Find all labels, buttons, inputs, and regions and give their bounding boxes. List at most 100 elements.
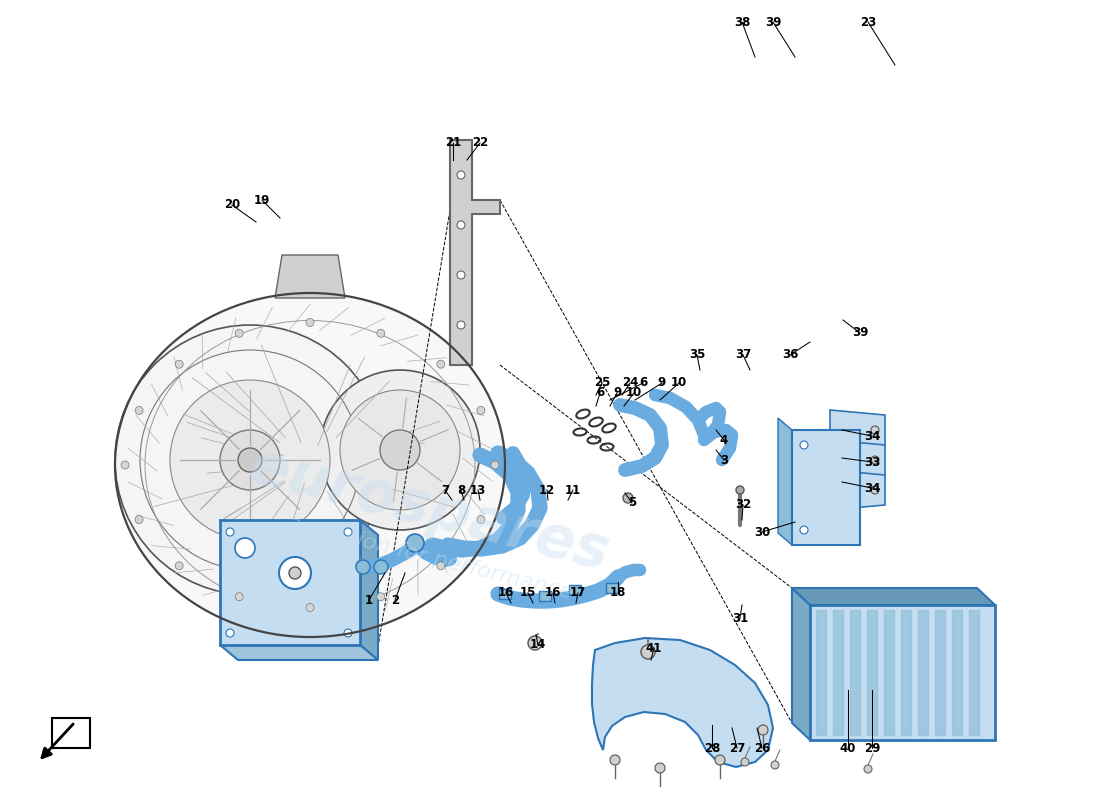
Polygon shape: [450, 140, 500, 365]
Circle shape: [226, 629, 234, 637]
Polygon shape: [360, 520, 378, 660]
Polygon shape: [778, 418, 792, 545]
Text: 10: 10: [626, 386, 642, 399]
Circle shape: [715, 755, 725, 765]
Circle shape: [320, 370, 480, 530]
Circle shape: [771, 761, 779, 769]
Circle shape: [456, 271, 465, 279]
Text: 9: 9: [613, 386, 621, 399]
Text: 16: 16: [498, 586, 514, 599]
Text: 23: 23: [860, 15, 876, 29]
Text: 29: 29: [864, 742, 880, 754]
FancyBboxPatch shape: [606, 583, 618, 593]
Text: 21: 21: [444, 137, 461, 150]
Polygon shape: [792, 588, 996, 605]
Circle shape: [306, 603, 313, 611]
Circle shape: [456, 171, 465, 179]
Circle shape: [491, 461, 499, 469]
Polygon shape: [792, 588, 810, 740]
Circle shape: [477, 406, 485, 414]
Circle shape: [344, 528, 352, 536]
Circle shape: [437, 562, 444, 570]
Text: 31: 31: [732, 611, 748, 625]
Circle shape: [377, 593, 385, 601]
Circle shape: [641, 645, 654, 659]
Ellipse shape: [116, 293, 505, 637]
Text: 18: 18: [609, 586, 626, 599]
FancyBboxPatch shape: [569, 585, 581, 595]
FancyBboxPatch shape: [220, 520, 360, 645]
Circle shape: [238, 448, 262, 472]
Text: 39: 39: [764, 15, 781, 29]
Polygon shape: [830, 410, 886, 450]
Text: 36: 36: [782, 349, 799, 362]
Text: 24: 24: [621, 377, 638, 390]
FancyBboxPatch shape: [539, 591, 551, 601]
Circle shape: [121, 461, 129, 469]
Circle shape: [610, 755, 620, 765]
Text: 35: 35: [689, 349, 705, 362]
Text: eurospares: eurospares: [244, 438, 616, 582]
FancyBboxPatch shape: [792, 430, 860, 545]
Text: 10: 10: [671, 377, 688, 390]
Circle shape: [220, 430, 280, 490]
Circle shape: [344, 629, 352, 637]
Text: a passion for performance: a passion for performance: [285, 513, 575, 603]
Text: 25: 25: [594, 377, 610, 390]
Circle shape: [477, 515, 485, 523]
Circle shape: [871, 456, 879, 464]
Text: 8: 8: [456, 483, 465, 497]
Circle shape: [864, 765, 872, 773]
Text: 17: 17: [570, 586, 586, 599]
Circle shape: [456, 221, 465, 229]
Text: 38: 38: [734, 15, 750, 29]
Text: 13: 13: [470, 483, 486, 497]
Circle shape: [175, 360, 184, 368]
FancyBboxPatch shape: [810, 605, 996, 740]
Text: 27: 27: [729, 742, 745, 754]
Circle shape: [379, 430, 420, 470]
Circle shape: [871, 486, 879, 494]
Text: 28: 28: [704, 742, 720, 754]
Circle shape: [871, 426, 879, 434]
Text: 11: 11: [565, 483, 581, 497]
Text: 3: 3: [719, 454, 728, 466]
Text: 34: 34: [864, 482, 880, 494]
Polygon shape: [52, 718, 90, 748]
Circle shape: [374, 560, 388, 574]
Circle shape: [623, 493, 632, 503]
Circle shape: [654, 763, 666, 773]
Circle shape: [741, 758, 749, 766]
Text: 26: 26: [754, 742, 770, 754]
Text: 34: 34: [864, 430, 880, 442]
Circle shape: [175, 562, 184, 570]
Text: 40: 40: [839, 742, 856, 754]
Polygon shape: [592, 638, 773, 767]
Text: 15: 15: [520, 586, 536, 599]
Text: 19: 19: [254, 194, 271, 206]
Circle shape: [116, 325, 385, 595]
Text: 5: 5: [628, 497, 636, 510]
Text: 6: 6: [596, 386, 604, 399]
Text: 30: 30: [754, 526, 770, 538]
Circle shape: [406, 534, 424, 552]
Polygon shape: [830, 470, 886, 510]
Circle shape: [235, 593, 243, 601]
Text: 2: 2: [390, 594, 399, 606]
Circle shape: [456, 321, 465, 329]
Polygon shape: [830, 440, 886, 480]
Circle shape: [279, 557, 311, 589]
Polygon shape: [275, 255, 345, 298]
Circle shape: [437, 360, 444, 368]
Text: 20: 20: [224, 198, 240, 211]
Circle shape: [235, 330, 243, 338]
Polygon shape: [220, 645, 378, 660]
FancyBboxPatch shape: [499, 589, 512, 599]
Text: 12: 12: [539, 483, 556, 497]
Circle shape: [800, 441, 808, 449]
Text: 22: 22: [472, 137, 488, 150]
Circle shape: [289, 567, 301, 579]
Circle shape: [356, 560, 370, 574]
Circle shape: [736, 486, 744, 494]
Text: 14: 14: [530, 638, 547, 651]
